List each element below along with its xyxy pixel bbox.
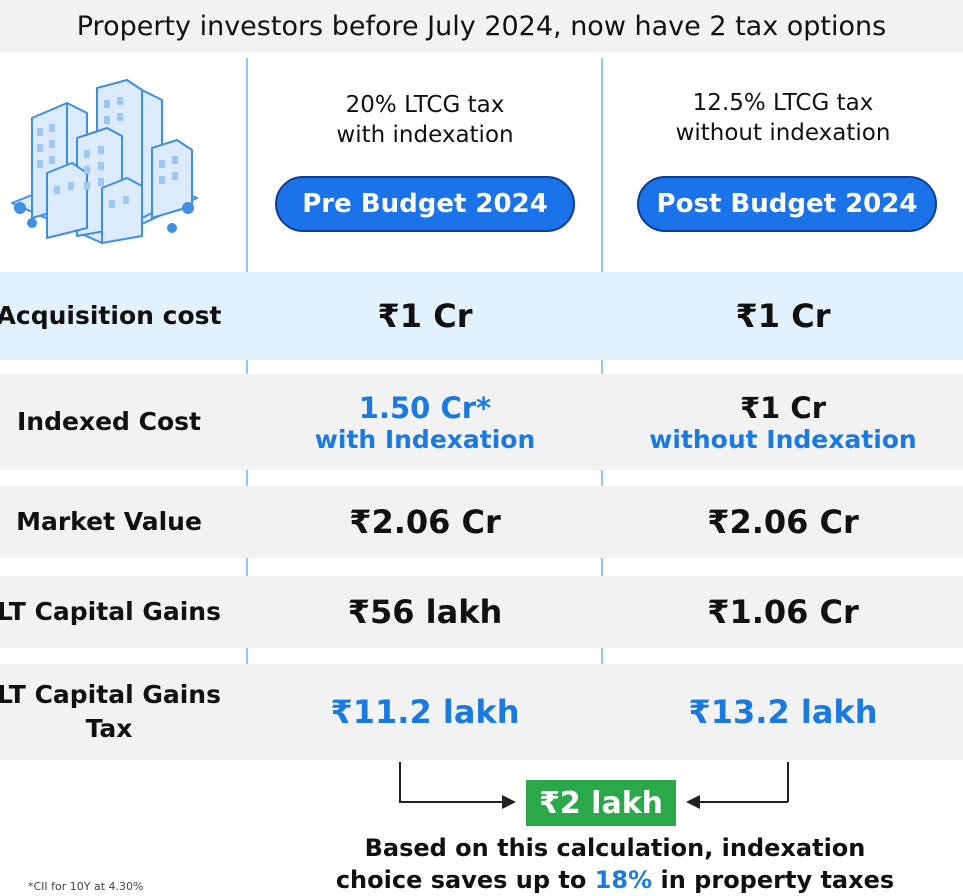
post-value: ₹1 Cr (735, 297, 831, 335)
connector-left (399, 762, 401, 802)
pre-sub-value: with Indexation (314, 424, 536, 454)
savings-percent: 18% (594, 866, 653, 894)
pre-budget-pill: Pre Budget 2024 (275, 176, 575, 232)
post-value: ₹1 Cr (739, 390, 827, 425)
page-title: Property investors before July 2024, now… (0, 0, 963, 52)
post-sub-value: without Indexation (649, 424, 917, 454)
pre-value: ₹11.2 lakh (330, 693, 520, 731)
row-label: Indexed Cost (17, 407, 201, 436)
pre-value: 1.50 Cr* (358, 390, 492, 425)
connector-right (700, 801, 788, 803)
row-indexed-cost: Indexed Cost 1.50 Cr* with Indexation ₹1… (0, 374, 963, 470)
connector-left (399, 801, 504, 803)
row-label: LT Capital Gains (0, 597, 221, 626)
pre-budget-heading: 20% LTCG tax with indexation (248, 90, 602, 150)
row-lt-capital-gains-tax: LT Capital Gains Tax ₹11.2 lakh ₹13.2 la… (0, 664, 963, 760)
post-budget-heading: 12.5% LTCG tax without indexation (603, 88, 963, 148)
arrow-left-icon (686, 795, 700, 809)
footnote: *CII for 10Y at 4.30% (28, 880, 144, 893)
note-line2: choice saves up to 18% in property taxes (335, 866, 895, 894)
arrow-right-icon (502, 795, 516, 809)
row-market-value: Market Value ₹2.06 Cr ₹2.06 Cr (0, 486, 963, 558)
post-value: ₹1.06 Cr (707, 593, 859, 631)
pre-budget-rate: 20% LTCG tax (345, 92, 505, 118)
connector-right (787, 762, 789, 802)
row-lt-capital-gains: LT Capital Gains ₹56 lakh ₹1.06 Cr (0, 576, 963, 648)
savings-badge: ₹2 lakh (526, 780, 676, 826)
pre-value: ₹1 Cr (377, 297, 473, 335)
buildings-icon (11, 79, 198, 244)
pre-value: ₹56 lakh (347, 593, 503, 631)
post-budget-method: without indexation (675, 120, 891, 146)
post-value: ₹2.06 Cr (707, 503, 859, 541)
post-budget-pill: Post Budget 2024 (637, 176, 937, 232)
row-acquisition-cost: Acquisition cost ₹1 Cr ₹1 Cr (0, 272, 963, 360)
row-label: Acquisition cost (0, 301, 222, 330)
pre-budget-method: with indexation (336, 122, 514, 148)
savings-note: Based on this calculation, indexation ch… (270, 832, 960, 896)
post-budget-rate: 12.5% LTCG tax (692, 90, 874, 116)
pre-value: ₹2.06 Cr (349, 503, 501, 541)
row-label: LT Capital Gains Tax (0, 680, 221, 743)
row-label: Market Value (16, 507, 202, 536)
post-value: ₹13.2 lakh (688, 693, 878, 731)
note-line1: Based on this calculation, indexation (364, 834, 866, 862)
